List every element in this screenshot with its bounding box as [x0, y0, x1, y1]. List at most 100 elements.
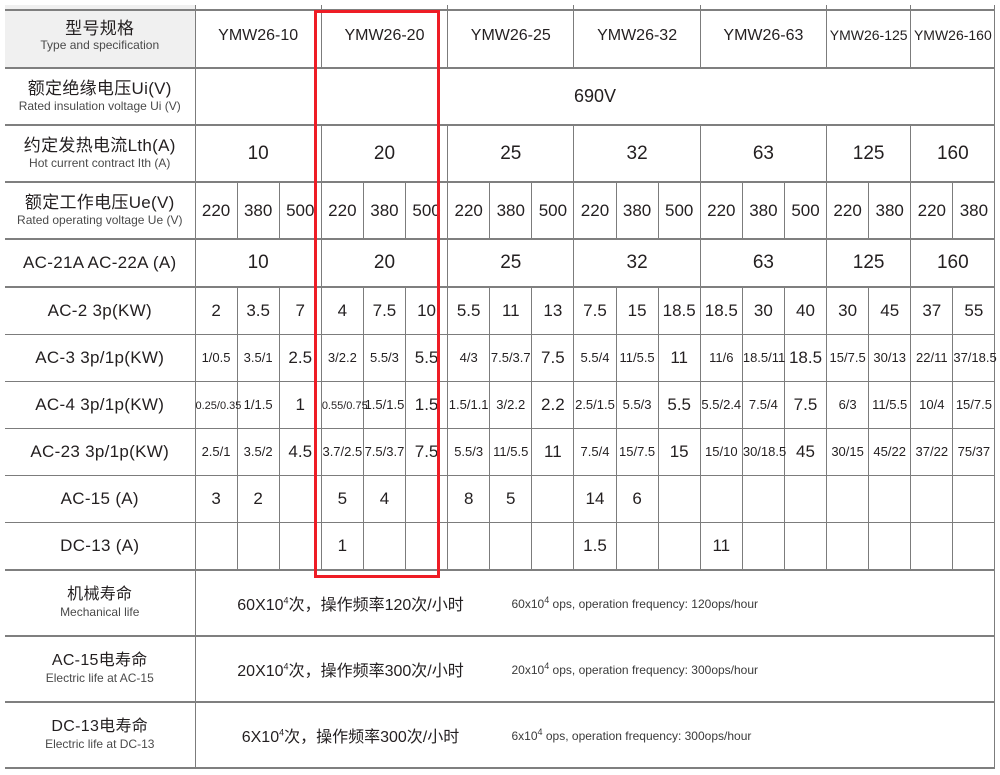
cell-value: 1.5: [414, 395, 439, 414]
cell-ac15-6: 8: [447, 475, 491, 523]
row-header-ac15: AC-15 (A): [5, 475, 196, 523]
cell-value: 18.5: [662, 301, 696, 320]
cell-value: 5.5/4: [580, 350, 610, 365]
exponent: 4: [283, 595, 289, 606]
row-header-label-cn: 约定发热电流Lth(A): [23, 136, 176, 156]
cell-value: 1: [337, 536, 348, 555]
cell-ac4-3p-1p-15: 6/3: [826, 381, 870, 429]
cell-ac21a-ac22a-ymw26-20: 20: [321, 239, 449, 288]
cell-dc13-4: [363, 522, 407, 571]
row-header-label-cn: 型号规格: [65, 18, 135, 38]
cell-value: 4.5: [288, 442, 313, 461]
cell-value: 500: [791, 200, 820, 220]
cell-value: 15/7.5: [619, 444, 656, 459]
specification-table: 型号规格 Type and specification YMW26-10 YMW26-…: [5, 5, 997, 769]
cell-ac4-3p-1p-18: 15/7.5: [952, 381, 996, 429]
cell-value: 380: [622, 200, 652, 220]
cell-value: 160: [936, 252, 969, 273]
cell-value: 18.5: [788, 348, 823, 367]
cell-value: 2: [253, 489, 263, 508]
cell-ac3-3p-1p-12: 11/6: [700, 334, 743, 382]
cell-value: 380: [243, 200, 273, 220]
cell-value: 63: [752, 252, 774, 273]
model-name: YMW26-10: [218, 27, 299, 44]
table-top-rule: [5, 9, 995, 11]
cell-value: 11: [544, 442, 562, 461]
row-header-label-en: Hot current contract Ith (A): [29, 155, 171, 170]
row-header-label-cn: 机械寿命: [67, 586, 133, 604]
cell-rated-operating-voltage-14: 500: [784, 182, 828, 240]
row-header-label-cn: AC-4 3p/1p(KW): [35, 395, 165, 415]
row-header-label-cn: AC-23 3p/1p(KW): [30, 442, 170, 462]
cell-value: 3/2.2: [496, 397, 526, 412]
cell-ac3-3p-1p-13: 18.5/11: [742, 334, 785, 382]
cell-value: 37/18.5: [953, 350, 997, 365]
row-header-ac21a-ac22a: AC-21A AC-22A (A): [5, 239, 196, 288]
cell-value: 3.5/2: [243, 444, 273, 459]
model-header-ymw26-25: YMW26-25: [447, 5, 575, 69]
cell-ac23-3p-1p-2: 4.5: [279, 428, 322, 476]
table-row-ac23-3p-1p: AC-23 3p/1p(KW) 2.5/1 3.5/2 4.5 3.7/2.5 7.5/3…: [5, 428, 996, 476]
table-row-ac4-3p-1p: AC-4 3p/1p(KW) 0.25/0.35 1/1.5 1 0.55/0.75 1.…: [5, 381, 996, 429]
cell-value: 30/18.5: [742, 444, 787, 459]
cell-ac2-3p-5: 10: [405, 287, 449, 335]
cell-value: 37: [922, 301, 942, 320]
cell-value: 5.5: [414, 348, 439, 367]
cell-ac15-2: [279, 475, 322, 523]
exponent: 4: [544, 661, 550, 671]
cell-value: 1/1.5: [243, 397, 273, 412]
cell-hot-current-ymw26-125: 125: [826, 125, 912, 183]
cell-value: 7.5: [372, 301, 397, 320]
cell-value: 30/15: [831, 444, 864, 459]
table-row-hot-current: 约定发热电流Lth(A) Hot current contract Ith (A)…: [5, 125, 996, 183]
cell-dc13-7: [489, 522, 533, 571]
row-header-label-en: Type and specification: [40, 38, 160, 53]
cell-value: 8: [463, 489, 474, 508]
cell-dc13-3: 1: [321, 522, 364, 571]
cell-rated-operating-voltage-7: 380: [489, 182, 533, 240]
cell-value: 220: [454, 200, 483, 220]
cell-ac23-3p-1p-15: 30/15: [826, 428, 870, 476]
model-name: YMW26-25: [470, 27, 551, 44]
cell-value: 7.5: [541, 348, 565, 367]
cell-value: 11/6: [709, 350, 734, 365]
table-row-rated-insulation-voltage: 额定绝缘电压Ui(V) Rated insulation voltage Ui (…: [5, 68, 996, 126]
cell-ac15-10: 6: [616, 475, 659, 523]
cell-ac2-3p-11: 18.5: [658, 287, 701, 335]
cell-ac2-3p-12: 18.5: [700, 287, 743, 335]
cell-hot-current-ymw26-32: 32: [573, 125, 701, 183]
model-name: YMW26-125: [829, 27, 908, 43]
cell-ac23-3p-1p-1: 3.5/2: [237, 428, 280, 476]
row-header-label-cn: 额定绝缘电压Ui(V): [27, 79, 172, 99]
cell-ac3-3p-1p-16: 30/13: [868, 334, 912, 382]
cell-dc13-9: 1.5: [573, 522, 617, 571]
cell-ac23-3p-1p-17: 37/22: [910, 428, 954, 476]
cell-rated-operating-voltage-17: 220: [910, 182, 954, 240]
cell-ac3-3p-1p-10: 11/5.5: [616, 334, 659, 382]
cell-value: 30: [753, 301, 773, 320]
cell-value: 4/3: [459, 350, 478, 365]
cell-value: 32: [626, 142, 648, 164]
cell-value: 5: [337, 489, 348, 508]
cell-ac15-8: [531, 475, 575, 523]
cell-value: 0.55/0.75: [321, 400, 368, 412]
cell-electric-life-ac15-value: 20X104次，操作频率300次/小时 20x104 ops, operation…: [195, 636, 996, 703]
cell-value: 45/22: [873, 444, 906, 459]
cell-ac2-3p-2: 7: [279, 287, 322, 335]
cell-dc13-1: [237, 522, 280, 571]
cell-ac4-3p-1p-11: 5.5: [658, 381, 701, 429]
cell-value: 40: [796, 301, 815, 320]
cell-ac23-3p-1p-13: 30/18.5: [742, 428, 787, 476]
cell-value: 15: [627, 301, 647, 320]
cell-value: 2.2: [541, 395, 565, 414]
model-name: YMW26-32: [597, 27, 678, 44]
row-header-hot-current: 约定发热电流Lth(A) Hot current contract Ith (A): [5, 125, 196, 183]
cell-ac2-3p-14: 40: [784, 287, 828, 335]
cell-value: 20: [373, 142, 396, 164]
cell-dc13-6: [447, 522, 491, 571]
cell-rated-operating-voltage-0: 220: [195, 182, 238, 240]
model-header-ymw26-125: YMW26-125: [826, 5, 912, 69]
cell-ac15-11: [658, 475, 701, 523]
row-header-label-en: Rated operating voltage Ue (V): [17, 212, 183, 227]
cell-ac23-3p-1p-18: 75/37: [952, 428, 996, 476]
